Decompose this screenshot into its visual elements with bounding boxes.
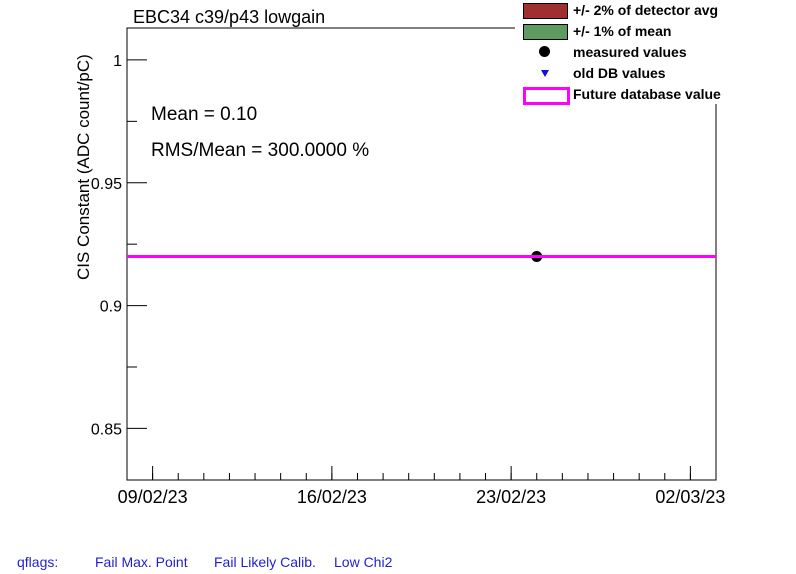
chart-title: EBC34 c39/p43 lowgain — [133, 7, 326, 27]
x-tick-label: 02/03/23 — [655, 487, 725, 507]
legend-triangle-icon — [541, 70, 549, 77]
legend-label: measured values — [573, 44, 687, 60]
rms-stat: RMS/Mean = 300.0000 % — [151, 140, 370, 161]
x-tick-label: 09/02/23 — [118, 487, 188, 507]
legend-item-mean: +/- 1% of mean — [515, 22, 746, 43]
qflags-label: qflags: — [17, 554, 59, 570]
legend-green-box-icon — [523, 24, 568, 40]
qflag-fail-likely-calib: Fail Likely Calib. — [214, 554, 316, 570]
x-axis: 09/02/23 16/02/23 23/02/23 02/03/23 — [118, 466, 725, 507]
plot-frame — [126, 27, 717, 481]
legend-label: Future database value — [573, 86, 721, 102]
legend-label: old DB values — [573, 65, 666, 81]
x-tick-label: 23/02/23 — [476, 487, 546, 507]
mean-stat: Mean = 0.10 — [151, 104, 258, 125]
legend: +/- 2% of detector avg +/- 1% of mean me… — [515, 0, 746, 106]
legend-red-box-icon — [523, 3, 568, 19]
y-axis-label: CIS Constant (ADC count/pC) — [74, 54, 93, 280]
y-tick-label: 1 — [113, 53, 122, 70]
y-axis: 0.85 0.9 0.95 1 — [91, 53, 147, 438]
qflag-low-chi2: Low Chi2 — [334, 554, 393, 570]
legend-item-measured: measured values — [515, 43, 746, 64]
legend-item-future-db: Future database value — [515, 85, 746, 106]
legend-label: +/- 2% of detector avg — [573, 2, 719, 18]
qflag-fail-max-point: Fail Max. Point — [95, 554, 188, 570]
chart-marks — [127, 250, 716, 262]
legend-label: +/- 1% of mean — [573, 23, 672, 39]
x-tick-label: 16/02/23 — [297, 487, 367, 507]
legend-magenta-line-icon — [523, 87, 570, 105]
legend-item-detector-avg: +/- 2% of detector avg — [515, 1, 746, 22]
y-tick-label: 0.85 — [91, 421, 122, 438]
legend-item-old-db: old DB values — [515, 64, 746, 85]
legend-dot-icon — [539, 46, 550, 57]
y-tick-label: 0.95 — [91, 176, 122, 193]
y-tick-label: 0.9 — [100, 299, 122, 316]
